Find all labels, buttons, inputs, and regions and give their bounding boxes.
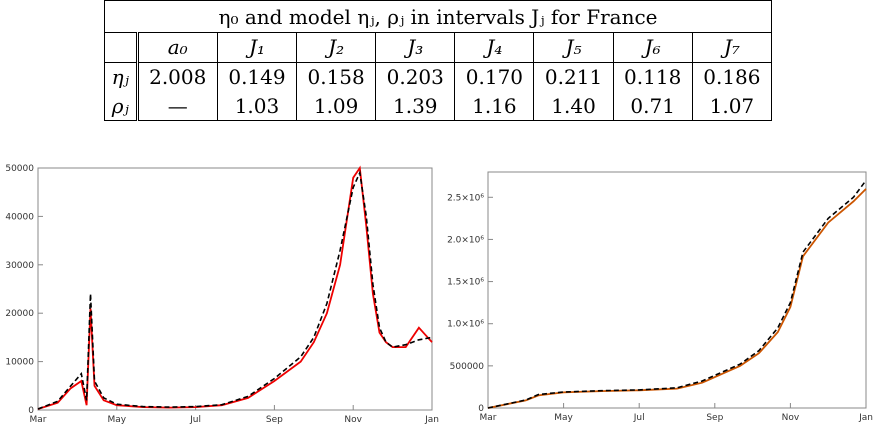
corner-cell bbox=[104, 32, 139, 63]
y-tick-label: 2.5×10⁶ bbox=[447, 193, 484, 203]
eta-cell: 0.118 bbox=[613, 62, 693, 92]
y-tick-label: 20000 bbox=[5, 309, 34, 319]
daily-cases-chart: 0 10000 20000 30000 40000 50000 Mar May Jul Sep No… bbox=[5, 164, 439, 425]
rho-cell: 1.09 bbox=[296, 91, 377, 122]
eta-cell: 2.008 bbox=[137, 62, 218, 92]
x-tick-label: May bbox=[554, 413, 573, 423]
eta-cell: 0.158 bbox=[296, 62, 377, 92]
rho-cell: 1.40 bbox=[533, 91, 614, 122]
col-header-5: J₅ bbox=[533, 32, 614, 63]
eta-cell: 0.149 bbox=[217, 62, 298, 92]
x-tick-label: Mar bbox=[30, 415, 47, 425]
col-header-0: a₀ bbox=[137, 32, 218, 63]
col-header-3: J₃ bbox=[375, 32, 456, 63]
plot-frame bbox=[487, 171, 867, 409]
eta-cell: 0.170 bbox=[454, 62, 535, 92]
x-tick-label: Nov bbox=[344, 415, 362, 425]
rho-cell: 1.07 bbox=[692, 91, 773, 122]
rho-cell: 1.16 bbox=[454, 91, 535, 122]
y-tick-label: 0 bbox=[28, 406, 34, 416]
x-tick-label: May bbox=[107, 415, 126, 425]
x-tick-label: Jan bbox=[424, 415, 439, 425]
rho-cell: 0.71 bbox=[613, 91, 693, 122]
x-tick-label: Jan bbox=[858, 413, 873, 423]
y-tick-label: 40000 bbox=[5, 212, 34, 222]
rho-cell: 1.03 bbox=[217, 91, 298, 122]
data-series-line bbox=[487, 188, 867, 409]
y-tick-label: 500000 bbox=[450, 362, 485, 372]
rho-cell: 1.39 bbox=[375, 91, 456, 122]
data-series-line bbox=[37, 165, 433, 410]
x-tick-label: Jul bbox=[633, 413, 645, 423]
x-tick-label: Nov bbox=[782, 413, 800, 423]
model-series-line bbox=[37, 169, 433, 410]
x-tick-label: Mar bbox=[480, 413, 497, 423]
y-tick-label: 2.0×10⁶ bbox=[447, 235, 484, 245]
y-tick-label: 50000 bbox=[5, 164, 34, 174]
col-header-1: J₁ bbox=[217, 32, 298, 63]
y-tick-label: 1.0×10⁶ bbox=[447, 320, 484, 330]
eta-cell: 0.211 bbox=[533, 62, 614, 92]
y-tick-label: 1.5×10⁶ bbox=[447, 278, 484, 288]
col-header-7: J₇ bbox=[692, 32, 773, 63]
x-tick-label: Sep bbox=[706, 413, 723, 423]
rho-cell: — bbox=[137, 91, 218, 122]
col-header-6: J₆ bbox=[613, 32, 693, 63]
cumulative-cases-chart: 0 500000 1.0×10⁶ 1.5×10⁶ 2.0×10⁶ 2.5×10⁶ Mar Ma… bbox=[447, 171, 873, 423]
table-caption: η₀ and model ηⱼ, ρⱼ in intervals Jⱼ for … bbox=[104, 0, 772, 33]
plot-frame bbox=[37, 167, 433, 411]
eta-cell: 0.203 bbox=[375, 62, 456, 92]
rho-row-label: ρⱼ bbox=[104, 91, 139, 122]
eta-row-label: ηⱼ bbox=[104, 62, 139, 92]
eta-cell: 0.186 bbox=[692, 62, 773, 92]
y-tick-label: 30000 bbox=[5, 261, 34, 271]
col-header-2: J₂ bbox=[296, 32, 377, 63]
x-tick-label: Jul bbox=[189, 415, 201, 425]
col-header-4: J₄ bbox=[454, 32, 535, 63]
x-tick-label: Sep bbox=[266, 415, 283, 425]
y-tick-label: 10000 bbox=[5, 358, 34, 368]
y-tick-label: 0 bbox=[478, 404, 484, 414]
parameter-table: η₀ and model ηⱼ, ρⱼ in intervals Jⱼ for … bbox=[104, 0, 773, 122]
model-series-line bbox=[487, 179, 867, 409]
